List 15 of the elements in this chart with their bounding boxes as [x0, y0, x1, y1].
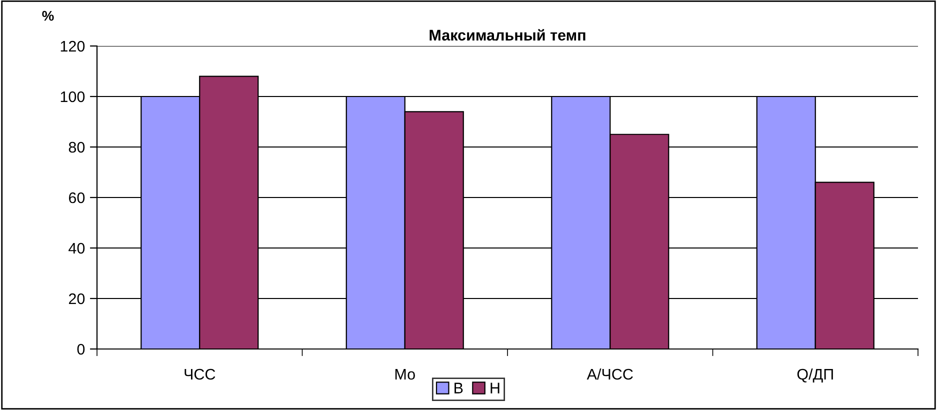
- y-tick-label: 120: [60, 40, 85, 52]
- y-tick-label: 20: [68, 293, 85, 304]
- y-tick-label: 0: [77, 344, 85, 355]
- legend-label: Н: [490, 382, 500, 394]
- x-tick-label: А/ЧСС: [586, 368, 633, 380]
- chart-title: Максимальный темп: [430, 29, 586, 41]
- x-tick-label: Мо: [395, 369, 415, 380]
- y-tick-label: 60: [68, 192, 85, 204]
- y-axis-title: %: [42, 10, 54, 21]
- legend-label: В: [454, 382, 463, 394]
- x-tick-label: Q/ДП: [797, 368, 833, 383]
- y-tick-label: 100: [60, 91, 85, 102]
- x-tick-label: ЧСС: [184, 368, 216, 380]
- y-tick-label: 80: [68, 142, 85, 153]
- y-tick-label: 40: [68, 242, 85, 254]
